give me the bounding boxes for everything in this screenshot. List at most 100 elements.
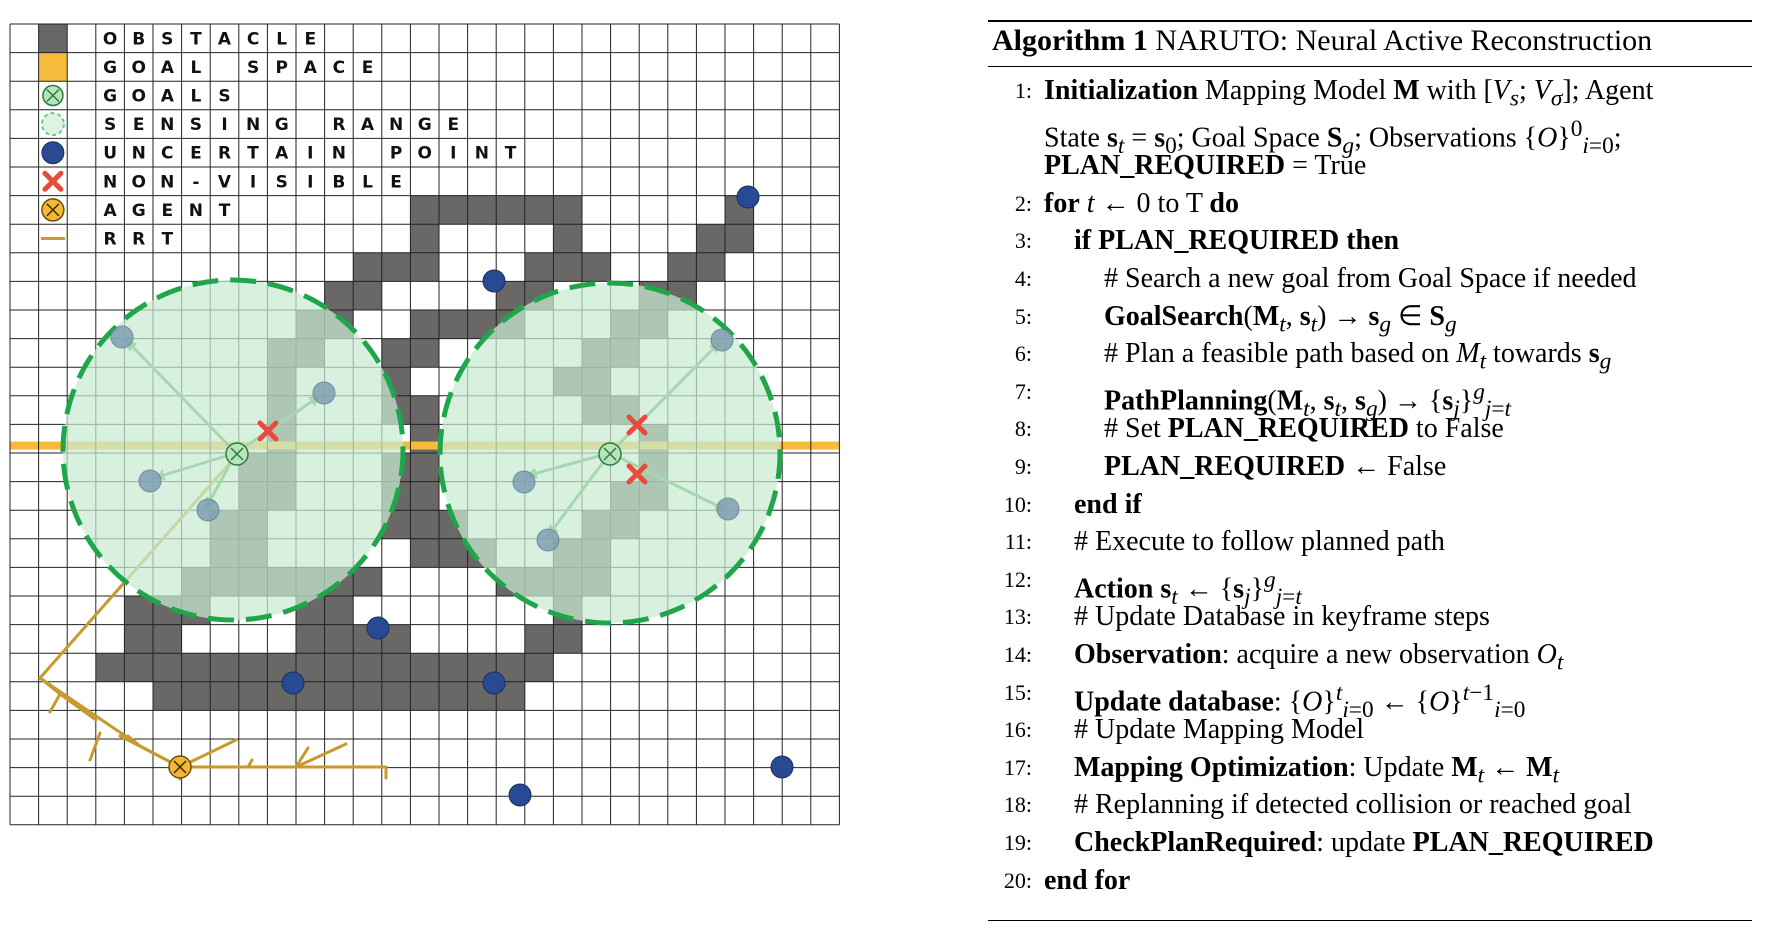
line-number: 15: — [1003, 679, 1032, 705]
uncertain-point — [110, 325, 134, 349]
line-number: 3: — [1014, 228, 1032, 254]
goal-cross-stroke — [230, 447, 244, 461]
obstacle-cell — [38, 24, 68, 53]
legend-letter: T — [505, 144, 517, 164]
legend-letter: A — [304, 58, 318, 78]
obstacle-cell — [410, 338, 439, 368]
line-number: 5: — [1014, 303, 1032, 329]
uncertain-point — [196, 498, 220, 522]
legend-letter: N — [103, 172, 117, 192]
line-text: for t ← 0 to T do — [1044, 187, 1239, 219]
uncertain-point — [138, 469, 162, 493]
obstacle-cell — [210, 653, 239, 682]
rrt-branch — [246, 758, 254, 769]
line-number: 6: — [1014, 341, 1032, 367]
line-number: 8: — [1014, 416, 1032, 442]
legend-letter: I — [307, 144, 313, 164]
legend-letter: S — [218, 87, 230, 107]
obstacle-cell — [439, 195, 468, 225]
sensing-ray — [546, 452, 612, 537]
legend-letter: A — [275, 144, 289, 164]
line-text: # Replanning if detected collision or re… — [1074, 789, 1632, 821]
legend-letter: N — [389, 115, 403, 135]
obstacle-cell — [381, 653, 411, 682]
legend-letter: P — [390, 144, 402, 164]
line-text: Action st ← {sj}gj=t — [1074, 566, 1302, 610]
obstacle-cell — [410, 395, 439, 425]
obstacle-cell — [524, 653, 554, 682]
obstacle-cell — [410, 453, 439, 482]
legend-letter: I — [450, 144, 456, 164]
obstacle-cell — [439, 310, 468, 339]
obstacle-cell — [238, 681, 268, 711]
legend: O B S T A C L EG O A L S P A C EG O A L SS E N S I N G R A N G EU N C E R T… — [40, 29, 517, 250]
obstacle-cell — [353, 681, 382, 711]
legend-letter: N — [160, 115, 174, 135]
obstacle-cell — [410, 681, 439, 711]
line-number: 1: — [1014, 78, 1032, 103]
top-rule — [988, 20, 1752, 22]
rrt-branch — [294, 746, 310, 769]
line-text: Observation: acquire a new observation O… — [1074, 639, 1564, 676]
legend-letter: T — [247, 144, 259, 164]
sensing-ray — [609, 451, 727, 512]
non-visible-stroke — [626, 463, 648, 485]
goal-space-band — [10, 441, 840, 450]
non-visible-stroke — [42, 170, 64, 192]
rrt-branch — [58, 692, 98, 722]
legend-letter: L — [190, 58, 201, 78]
uncertain-point — [312, 381, 336, 405]
legend-letter: R — [132, 230, 145, 250]
line-text: end if — [1074, 488, 1142, 520]
line-text: PLAN_REQUIRED = True — [1044, 150, 1367, 182]
line-text: Initialization Mapping Model M with [Vs;… — [1044, 75, 1654, 112]
sensing-range-icon — [40, 112, 65, 137]
legend-letter: C — [247, 29, 259, 49]
obstacle-cell — [524, 195, 554, 225]
sensing-ray — [153, 451, 237, 480]
legend-letter: S — [247, 58, 259, 78]
obstacle-cell — [667, 252, 697, 282]
obstacle-cell — [124, 624, 153, 654]
legend-letter: S — [276, 172, 288, 192]
line-text: State st = s0; Goal Space Sg; Observatio… — [1044, 115, 1622, 159]
legend-letter: G — [103, 87, 117, 107]
legend-letter: A — [104, 201, 118, 221]
obstacle-cell — [439, 653, 468, 682]
line-number: 19: — [1003, 830, 1032, 855]
rrt-branch — [294, 742, 348, 769]
obstacle-cell — [524, 252, 554, 282]
legend-letter: G — [103, 58, 117, 78]
legend-letter: A — [218, 29, 232, 49]
line-number: 7: — [1014, 378, 1032, 404]
bottom-rule — [988, 920, 1752, 921]
obstacle-cell — [181, 653, 211, 682]
obstacle-cell — [95, 653, 125, 682]
legend-letter: L — [190, 87, 201, 107]
legend-letter: I — [307, 172, 313, 192]
agent-cross-stroke — [173, 760, 187, 774]
legend-letter: N — [246, 115, 260, 135]
legend-letter: L — [362, 172, 373, 192]
line-number: 20: — [1003, 867, 1032, 893]
legend-letter: V — [218, 172, 232, 192]
uncertain-point — [736, 185, 760, 209]
uncertain-point — [366, 616, 390, 640]
legend-letter: S — [104, 115, 116, 135]
line-text: Update database: {O}ti=0 ← {O}t−1i=0 — [1074, 679, 1526, 723]
obstacle-cell — [439, 681, 468, 711]
obstacle-cell — [553, 252, 582, 282]
sensing-ray — [525, 451, 611, 478]
title-rule — [988, 66, 1752, 67]
line-number: 18: — [1003, 792, 1032, 818]
legend-letter: I — [221, 115, 227, 135]
non-visible-stroke — [626, 414, 648, 436]
legend-letter: B — [332, 172, 345, 192]
obstacle-cell — [410, 252, 439, 282]
legend-letter: O — [103, 29, 117, 49]
algorithm-title: Algorithm 1 NARUTO: Neural Active Recons… — [992, 24, 1653, 57]
legend-letter: R — [332, 115, 345, 135]
sensing-ray — [124, 338, 238, 455]
line-number: 16: — [1003, 717, 1032, 743]
obstacle-cell — [439, 538, 468, 568]
